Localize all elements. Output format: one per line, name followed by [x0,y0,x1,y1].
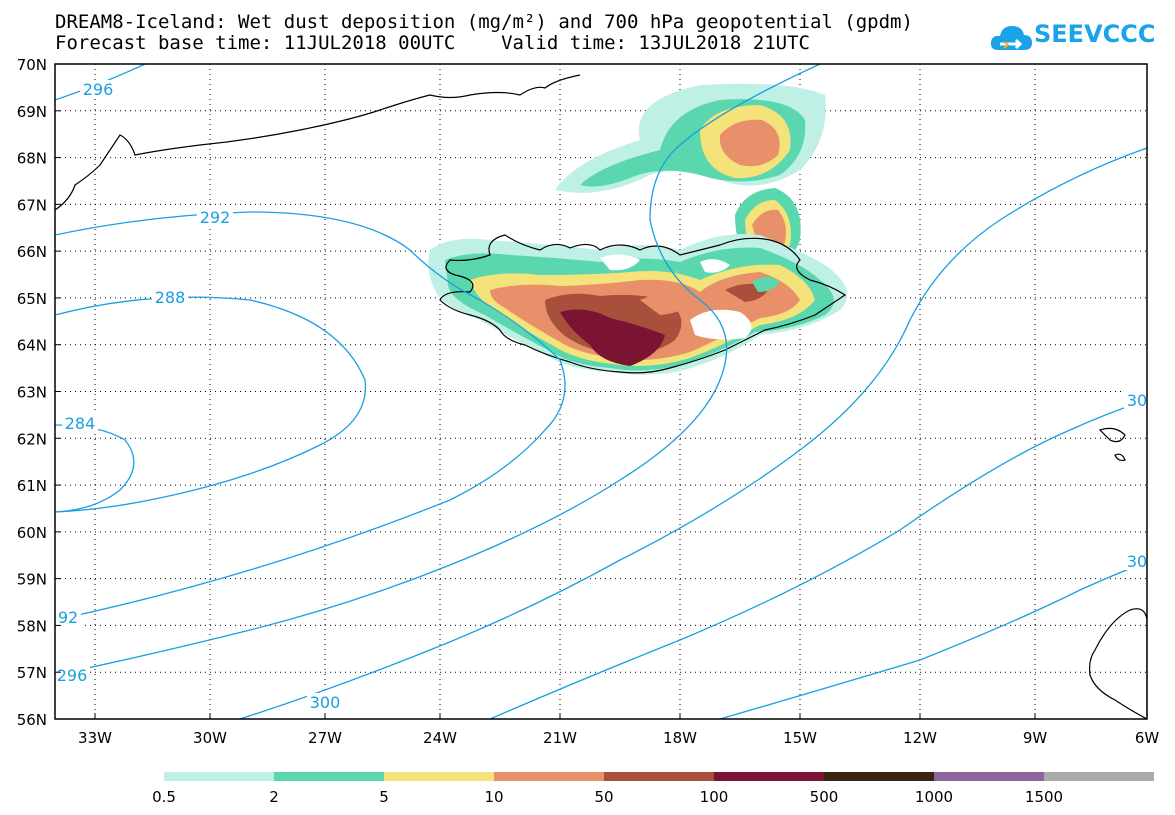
lat-label: 60N [17,524,47,542]
colorbar-swatch [384,772,494,781]
lat-label: 63N [17,384,47,402]
contour-label: 288 [155,288,186,307]
contour-label: 296 [83,80,114,99]
colorbar-label: 0.5 [152,788,176,806]
contour-300-c [719,561,1147,719]
lon-label: 27W [308,729,342,747]
lat-label: 58N [17,617,47,635]
lat-label: 66N [17,243,47,261]
colorbar-label: 2 [269,788,279,806]
colorbar-swatch [494,772,604,781]
lat-label: 65N [17,290,47,308]
contour-label: 30 [1127,552,1147,571]
colorbar-swatch [604,772,714,781]
latitude-labels: 70N 69N 68N 67N 66N 65N 64N 63N 62N 61N 60N 59N 58N 5… [17,56,61,729]
contour-label: 284 [65,414,96,433]
longitude-labels: 33W 30W 27W 24W 21W 18W 15W 12W 9W 6W [78,713,1159,747]
colorbar-swatch [164,772,274,781]
colorbar-label: 50 [594,788,613,806]
lat-label: 56N [17,711,47,729]
lon-label: 21W [543,729,577,747]
map-subtitle: Forecast base time: 11JUL2018 00UTC Vali… [55,32,810,54]
contour-label: 30 [1127,391,1147,410]
contour-284 [55,424,135,513]
contour-labels: 296 292 288 284 92 296 300 30 30 [54,80,1150,712]
lon-label: 33W [78,729,112,747]
colorbar-label: 10 [484,788,503,806]
contour-288 [55,296,367,513]
contour-label: 296 [57,666,88,685]
colorbar-label: 1500 [1025,788,1063,806]
contour-label: 92 [58,608,78,627]
lat-label: 57N [17,664,47,682]
contour-296-south [55,64,821,676]
lat-label: 64N [17,337,47,355]
colorbar-label: 1000 [915,788,953,806]
logo-text: SEEVCCC [1034,20,1156,48]
dust-deposition-field [428,83,848,375]
colorbar-swatch [274,772,384,781]
lat-label: 61N [17,477,47,495]
colorbar-swatch [934,772,1044,781]
seevccc-logo: SEEVCCC [990,18,1156,62]
colorbar: 0.5 2 5 10 50 100 500 1000 1500 [152,772,1154,806]
cloud-logo-icon [990,26,1032,50]
lon-label: 24W [423,729,457,747]
lat-label: 59N [17,571,47,589]
lat-label: 67N [17,196,47,214]
contour-300-a [239,147,1147,719]
lon-label: 6W [1135,729,1160,747]
colorbar-swatch [714,772,824,781]
lon-label: 12W [903,729,937,747]
contour-292-north [55,211,566,621]
geopotential-contours [55,64,1147,719]
colorbar-label: 5 [379,788,389,806]
lat-label: 68N [17,150,47,168]
colorbar-swatch [1044,772,1154,781]
lon-label: 15W [783,729,817,747]
lon-label: 30W [193,729,227,747]
colorbar-label: 500 [810,788,839,806]
lat-label: 70N [17,56,47,74]
lat-label: 69N [17,103,47,121]
colorbar-label: 100 [700,788,729,806]
coastlines [55,74,1147,719]
colorbar-swatch [824,772,934,781]
lon-label: 18W [663,729,697,747]
lon-label: 9W [1023,729,1048,747]
contour-300-b [489,399,1147,719]
contour-label: 300 [310,693,341,712]
contour-label: 292 [200,208,231,227]
map-title: DREAM8-Iceland: Wet dust deposition (mg/… [55,11,913,33]
lat-label: 62N [17,430,47,448]
